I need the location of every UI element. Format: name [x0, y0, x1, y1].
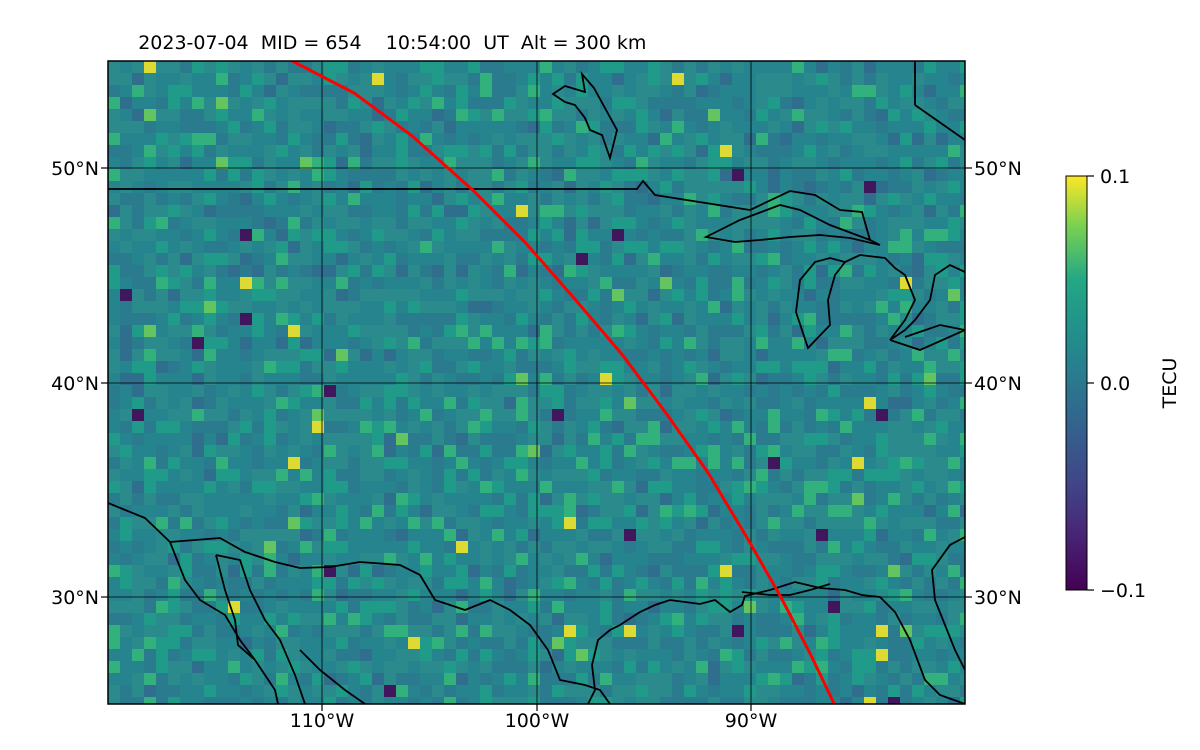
gulf-coast [587, 581, 965, 704]
satellite-track [291, 61, 836, 704]
graticule [108, 61, 965, 704]
lon-label-90w: 90°W [725, 710, 778, 732]
colorbar-label: TECU [1159, 358, 1181, 410]
hudson-shore [914, 104, 965, 141]
axis-ticks [101, 167, 972, 711]
map-title: 2023-07-04 MID = 654 10:54:00 UT Alt = 3… [108, 32, 665, 54]
lake-erie [889, 324, 965, 351]
tec-heatmap [108, 61, 965, 704]
title-date: 2023-07-04 [138, 32, 248, 54]
lon-label-110w: 110°W [290, 710, 355, 732]
lake-superior [703, 204, 881, 246]
lat-label-50-left: 50°N [51, 158, 99, 180]
title-time: 10:54:00 UT [386, 32, 509, 54]
lat-label-50-right: 50°N [974, 158, 1022, 180]
lake-michigan-north [844, 254, 896, 269]
coastlines [108, 61, 965, 704]
colorbar-tick-min: −0.1 [1100, 580, 1146, 602]
mexico-west-coast [299, 649, 366, 704]
colorbar-tick-zero: 0.0 [1100, 373, 1130, 395]
louisiana-coast [741, 583, 831, 596]
lon-label-100w: 100°W [505, 710, 570, 732]
florida-east-coast [931, 536, 965, 671]
colorbar-tick-max: 0.1 [1100, 166, 1130, 188]
lat-label-30-right: 30°N [974, 587, 1022, 609]
us-mexico-border [169, 537, 611, 704]
colorbar-gradient [1065, 175, 1088, 591]
title-mid: MID = 654 [261, 32, 362, 54]
lake-outline [551, 70, 618, 162]
lat-label-40-left: 40°N [51, 373, 99, 395]
lake-huron [889, 263, 965, 341]
gulf-of-california [215, 554, 306, 704]
colorbar: 0.1 0.0 −0.1 TECU [1065, 166, 1181, 602]
baja-coast [108, 502, 279, 704]
lake-michigan [795, 257, 847, 350]
title-alt: Alt = 300 km [521, 32, 647, 54]
lat-label-30-left: 30°N [51, 587, 99, 609]
us-canada-border [108, 179, 751, 211]
lake-superior-north [749, 190, 871, 241]
baja-peninsula [215, 554, 256, 661]
map-panel [107, 60, 966, 705]
lat-label-40-right: 40°N [974, 373, 1022, 395]
